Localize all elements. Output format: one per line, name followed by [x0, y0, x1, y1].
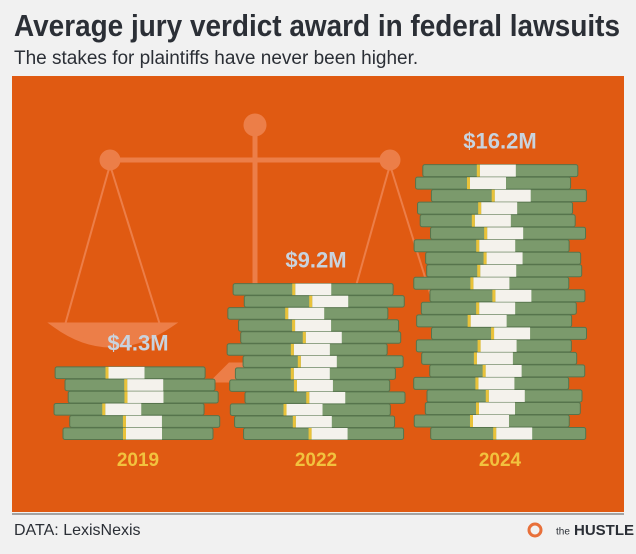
bill-band-edge	[476, 164, 480, 177]
bill-band-edge	[476, 402, 480, 415]
bill-band	[126, 427, 162, 440]
bill-band	[293, 343, 330, 356]
bill-band-edge	[477, 339, 481, 352]
bill-band	[108, 366, 145, 379]
bill-band-edge	[124, 379, 128, 391]
bill-band	[311, 427, 348, 440]
bill-band	[127, 391, 164, 403]
bill-band-edge	[308, 427, 312, 440]
bill-band	[469, 177, 506, 190]
bill-band	[487, 227, 524, 240]
bill-band	[296, 379, 333, 392]
brand-prefix: the	[556, 527, 570, 538]
bill-band-edge	[306, 391, 310, 404]
bill-band	[125, 415, 162, 428]
bill-band	[309, 391, 346, 404]
bill-band-edge	[475, 377, 479, 390]
bill-band	[295, 283, 332, 296]
bill-band-edge	[124, 391, 128, 403]
bill-band-edge	[482, 364, 486, 377]
bill-band	[472, 414, 509, 427]
x-tick-label: 2019	[117, 450, 159, 471]
chart-title: Average jury verdict award in federal la…	[14, 8, 620, 43]
value-label: $9.2M	[285, 247, 346, 272]
bill-band-edge	[290, 343, 294, 356]
bill-band	[488, 389, 525, 402]
bill-band-edge	[492, 289, 496, 302]
bill-band	[478, 377, 515, 390]
bill-band-edge	[466, 177, 470, 190]
bill-band	[286, 403, 323, 416]
bill-band	[295, 319, 332, 332]
bill-band	[480, 264, 517, 277]
bill-band-edge	[302, 331, 306, 344]
bill-band	[476, 352, 513, 365]
bill-band-edge	[105, 366, 109, 379]
bill-band-edge	[476, 302, 480, 315]
bill-band-edge	[491, 327, 495, 340]
bill-band-edge	[293, 379, 297, 392]
money-stack	[53, 366, 221, 441]
bill-band	[496, 427, 533, 440]
bill-band-edge	[493, 427, 497, 440]
chart-subtitle: The stakes for plaintiffs have never bee…	[14, 48, 418, 69]
bill-band	[127, 379, 164, 391]
bill-band	[293, 367, 330, 380]
bill-band-edge	[471, 214, 475, 227]
bill-band-edge	[283, 403, 287, 416]
bill-band-edge	[292, 415, 296, 428]
bill-band	[479, 239, 516, 252]
bill-band-edge	[476, 239, 480, 252]
bill-band-edge	[102, 403, 106, 416]
bill-band	[470, 314, 507, 327]
bill-band-edge	[485, 389, 489, 402]
bill-band-edge	[285, 307, 289, 320]
bill-band-edge	[292, 283, 296, 296]
bill-band-edge	[297, 355, 301, 368]
bill-band-edge	[483, 252, 487, 265]
money-stack	[226, 283, 406, 441]
bill-band	[295, 415, 332, 428]
bill-band-edge	[309, 295, 313, 308]
bill-band	[312, 295, 349, 308]
money-stack	[413, 164, 587, 440]
bill-band-edge	[491, 189, 495, 202]
brand-icon	[527, 522, 543, 538]
value-label: $4.3M	[107, 331, 168, 356]
source: DATA: LexisNexis	[14, 522, 141, 539]
value-label: $16.2M	[463, 128, 536, 153]
bill-band-edge	[469, 414, 473, 427]
bill-band-edge	[290, 367, 294, 380]
x-tick-label: 2024	[479, 450, 522, 471]
bill-band	[495, 289, 532, 302]
bill-band	[288, 307, 325, 320]
bill-band	[474, 214, 511, 227]
bill-band-edge	[484, 227, 488, 240]
bill-band	[494, 189, 531, 202]
bill-band-edge	[467, 314, 471, 327]
bill-band-edge	[478, 202, 482, 215]
bill-band	[480, 339, 517, 352]
bill-band-edge	[470, 277, 474, 290]
x-tick-label: 2022	[295, 450, 337, 471]
bill-band	[479, 302, 516, 315]
bill-band-edge	[122, 415, 126, 428]
bill-band-edge	[292, 319, 296, 332]
bill-band	[105, 403, 142, 416]
bill-band	[300, 355, 337, 368]
bill-band	[473, 277, 510, 290]
bill-band	[486, 252, 523, 265]
bill-band	[305, 331, 342, 344]
bill-band-edge	[473, 352, 477, 365]
bill-band-edge	[123, 427, 126, 440]
brand-name: HUSTLE	[574, 522, 634, 539]
bill-band	[479, 164, 516, 177]
bill-band	[485, 364, 522, 377]
bill-band	[479, 402, 516, 415]
bill-band	[494, 327, 531, 340]
bill-band	[481, 202, 518, 215]
bill-band-edge	[477, 264, 481, 277]
